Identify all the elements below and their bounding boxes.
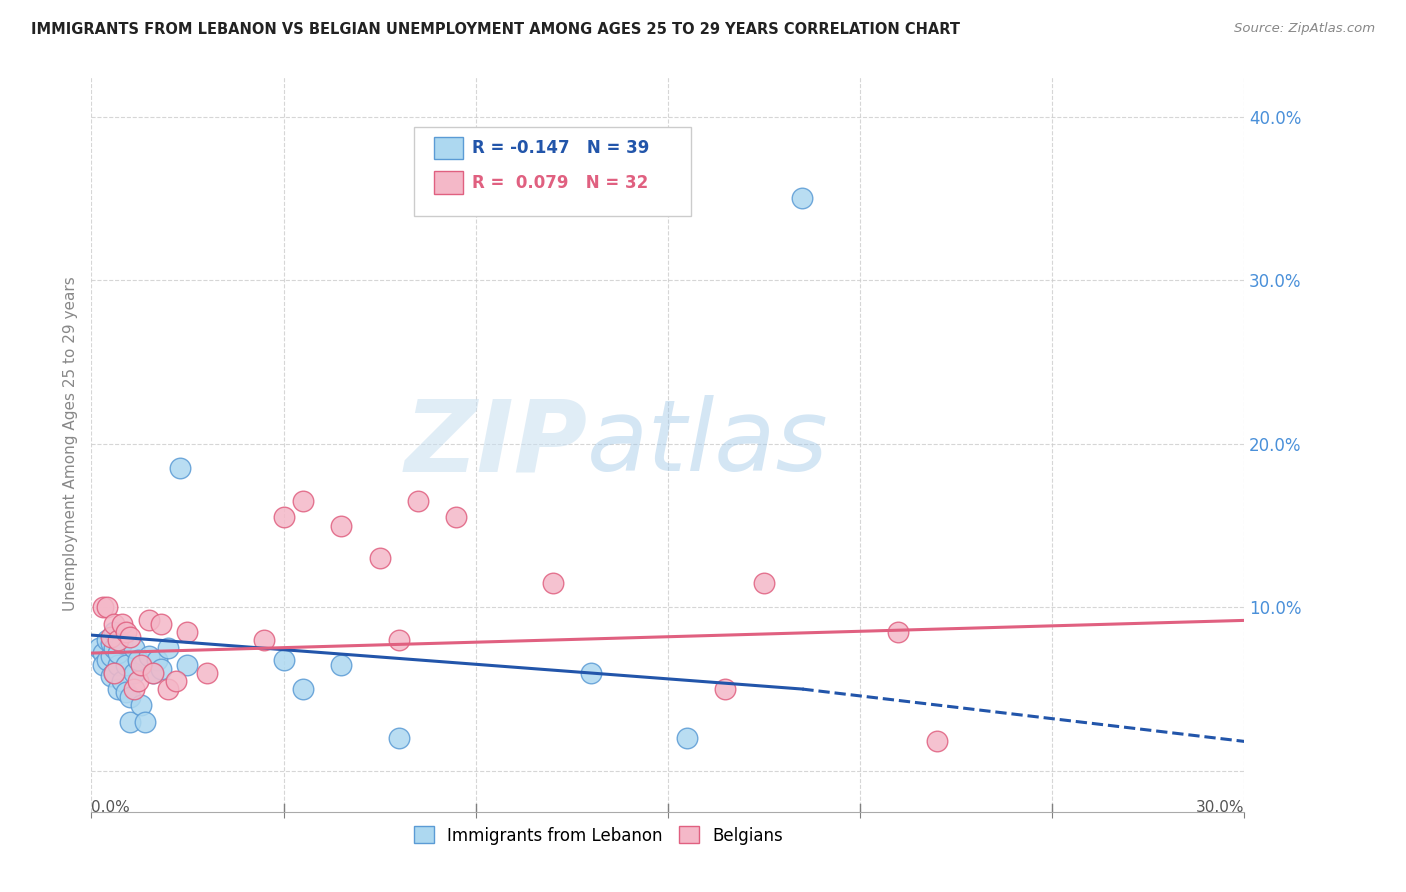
Point xyxy=(103,616,125,631)
Point xyxy=(149,662,172,676)
Point xyxy=(541,575,564,590)
Text: atlas: atlas xyxy=(588,395,828,492)
Point xyxy=(127,673,149,688)
Y-axis label: Unemployment Among Ages 25 to 29 years: Unemployment Among Ages 25 to 29 years xyxy=(62,277,77,611)
Point xyxy=(406,494,429,508)
Point xyxy=(103,641,125,656)
FancyBboxPatch shape xyxy=(415,128,690,216)
Point xyxy=(253,633,276,648)
Point xyxy=(149,616,172,631)
Point xyxy=(273,653,295,667)
Point xyxy=(291,494,314,508)
Point xyxy=(118,630,141,644)
Point xyxy=(887,624,910,639)
Point xyxy=(107,681,129,696)
Point xyxy=(100,649,122,664)
Text: Source: ZipAtlas.com: Source: ZipAtlas.com xyxy=(1234,22,1375,36)
Point xyxy=(195,665,218,680)
Point xyxy=(100,636,122,650)
Point xyxy=(111,636,134,650)
Point xyxy=(118,690,141,705)
Point xyxy=(131,657,153,672)
Point xyxy=(138,614,160,628)
FancyBboxPatch shape xyxy=(434,136,463,159)
Point xyxy=(134,714,156,729)
Point xyxy=(330,518,353,533)
Point xyxy=(165,673,187,688)
Text: IMMIGRANTS FROM LEBANON VS BELGIAN UNEMPLOYMENT AMONG AGES 25 TO 29 YEARS CORREL: IMMIGRANTS FROM LEBANON VS BELGIAN UNEMP… xyxy=(31,22,960,37)
Point xyxy=(107,657,129,672)
FancyBboxPatch shape xyxy=(434,171,463,194)
Text: 0.0%: 0.0% xyxy=(91,800,131,815)
Text: 30.0%: 30.0% xyxy=(1197,800,1244,815)
Point xyxy=(91,657,114,672)
Point xyxy=(388,633,411,648)
Point xyxy=(96,633,118,648)
Point xyxy=(96,653,118,667)
Point xyxy=(157,681,180,696)
Point xyxy=(122,665,145,680)
Point xyxy=(752,575,775,590)
Point xyxy=(142,665,165,680)
Point xyxy=(122,641,145,656)
Point xyxy=(676,731,699,746)
Point xyxy=(169,461,191,475)
Point xyxy=(111,673,134,688)
Point xyxy=(91,646,114,660)
Point xyxy=(291,681,314,696)
Point xyxy=(87,641,110,656)
Point xyxy=(103,665,125,680)
Point xyxy=(388,731,411,746)
Legend: Immigrants from Lebanon, Belgians: Immigrants from Lebanon, Belgians xyxy=(408,820,790,851)
Text: R = -0.147   N = 39: R = -0.147 N = 39 xyxy=(472,139,650,157)
Point xyxy=(107,633,129,648)
Point xyxy=(103,665,125,680)
Point xyxy=(330,657,353,672)
Point xyxy=(273,510,295,524)
Point xyxy=(792,191,814,205)
Point xyxy=(127,653,149,667)
Point xyxy=(142,665,165,680)
Point xyxy=(138,649,160,664)
Point xyxy=(115,685,138,699)
Point xyxy=(131,698,153,713)
Point xyxy=(115,624,138,639)
Point xyxy=(115,657,138,672)
Text: R =  0.079   N = 32: R = 0.079 N = 32 xyxy=(472,174,648,192)
Point xyxy=(145,653,167,667)
Point xyxy=(100,669,122,683)
Point xyxy=(579,665,602,680)
Point xyxy=(103,624,125,639)
Point xyxy=(107,646,129,660)
Point xyxy=(714,681,737,696)
Point xyxy=(91,600,114,615)
Point xyxy=(118,714,141,729)
Point xyxy=(925,734,948,748)
Point xyxy=(122,681,145,696)
Point xyxy=(446,510,468,524)
Point xyxy=(96,600,118,615)
Point xyxy=(176,657,198,672)
Point xyxy=(157,641,180,656)
Text: ZIP: ZIP xyxy=(404,395,588,492)
Point xyxy=(100,630,122,644)
Point xyxy=(176,624,198,639)
Point xyxy=(111,616,134,631)
Point xyxy=(368,551,391,566)
